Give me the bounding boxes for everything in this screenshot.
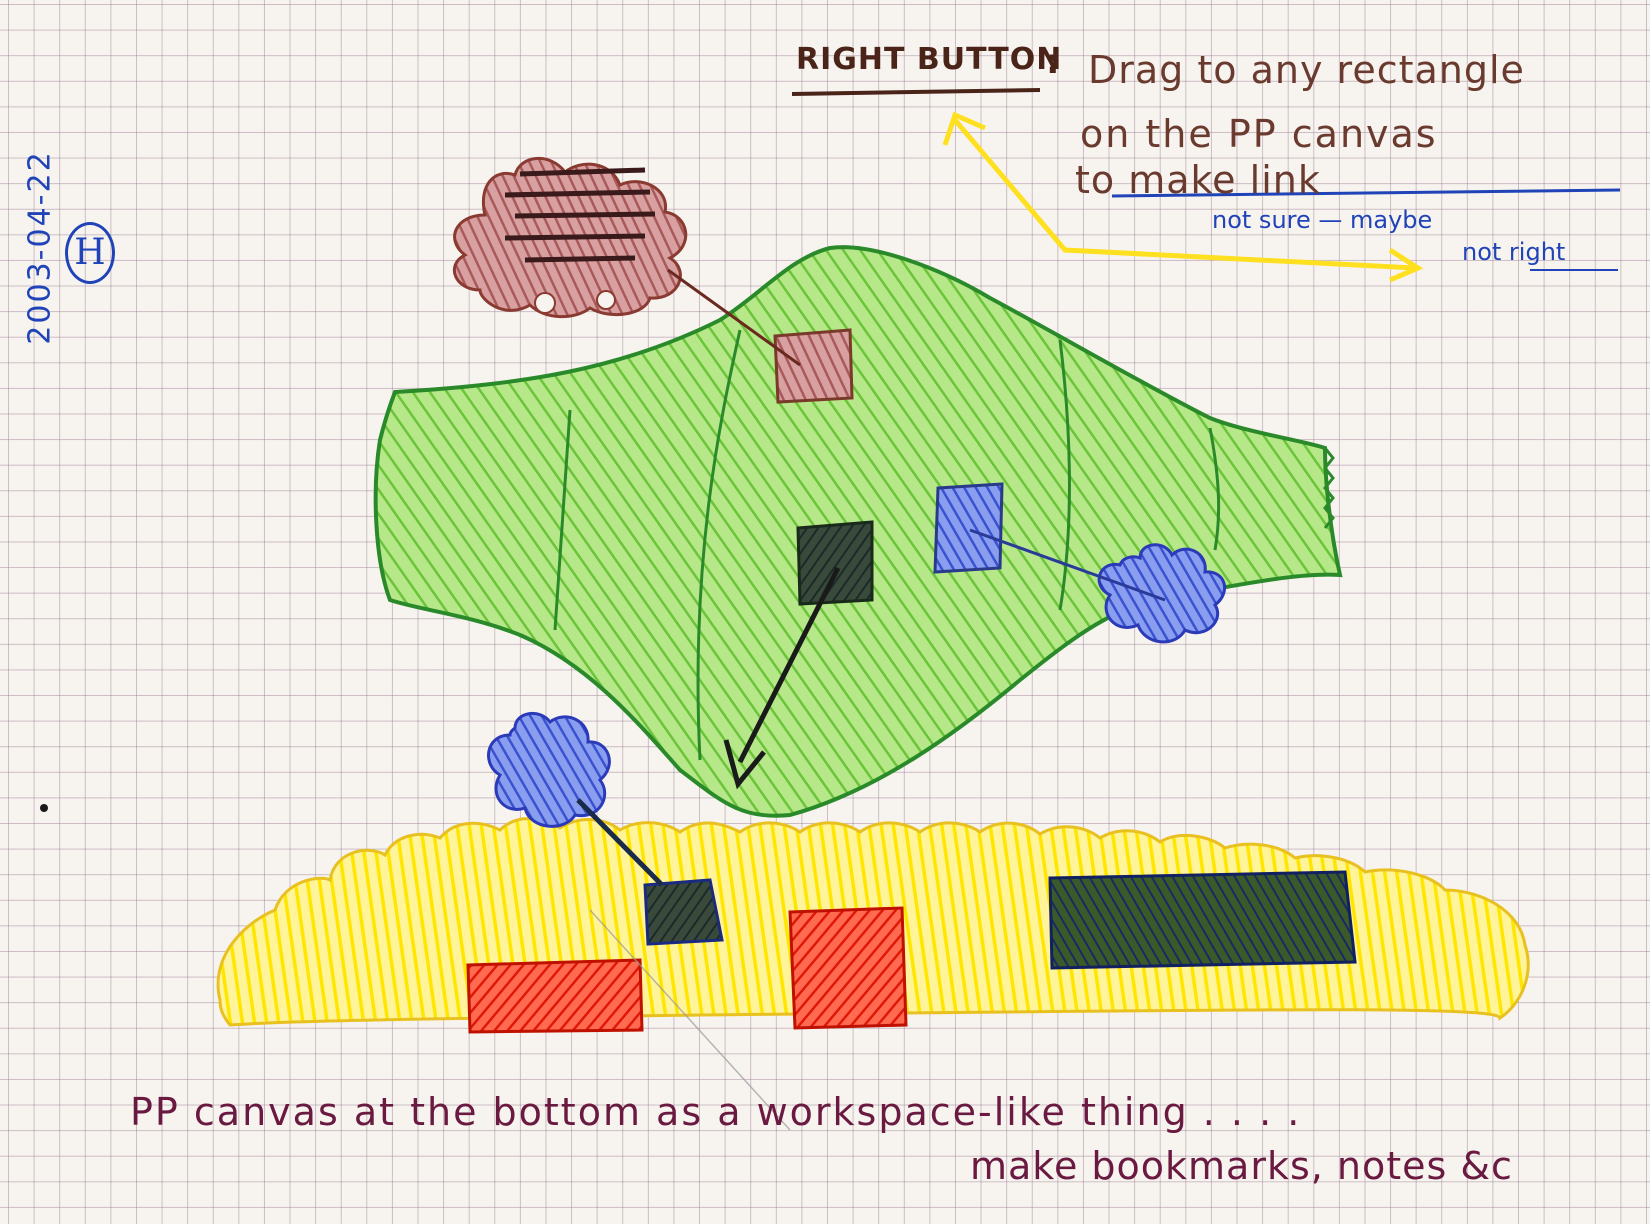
right-button-line1: Drag to any rectangle	[1088, 48, 1525, 92]
note-underline	[1111, 188, 1621, 198]
brown-link-line	[667, 268, 801, 367]
blue-note-cloud-right	[1097, 543, 1226, 644]
blue-rect-on-surface	[933, 482, 1004, 574]
pencil-crease	[589, 909, 791, 1131]
title-underline	[791, 88, 1041, 96]
ink-dot	[40, 804, 48, 812]
blue-link-line-left	[576, 798, 664, 887]
date-label: 2003-04-22	[22, 150, 58, 345]
right-button-line2: on the PP canvas	[1080, 112, 1438, 156]
bottom-caption-line2: make bookmarks, notes &c	[970, 1144, 1513, 1188]
right-button-line3: to make link	[1075, 158, 1321, 202]
right-button-title: RIGHT BUTTON	[796, 42, 1063, 77]
black-drag-arrow	[723, 566, 841, 790]
red-bookmark-rect-left	[466, 958, 644, 1034]
author-initial-badge: H	[65, 222, 115, 284]
brown-rect-on-surface	[773, 328, 854, 404]
yellow-pointer-arrow	[942, 111, 1424, 283]
blue-link-line-right	[969, 528, 1166, 602]
red-bookmark-rect-center	[788, 906, 908, 1030]
uncertainty-note-line2: not right	[1462, 238, 1566, 266]
uncertainty-note-line1: not sure — maybe	[1212, 206, 1433, 234]
right-button-colon: :	[1046, 42, 1060, 82]
dark-rect-center	[796, 520, 874, 606]
small-dark-rect	[643, 878, 724, 946]
blue-note-cloud-left	[487, 712, 611, 828]
brown-note-cloud	[452, 156, 688, 319]
dark-link-rect-right	[1048, 870, 1357, 970]
bottom-caption-line1: PP canvas at the bottom as a workspace-l…	[130, 1090, 1302, 1134]
